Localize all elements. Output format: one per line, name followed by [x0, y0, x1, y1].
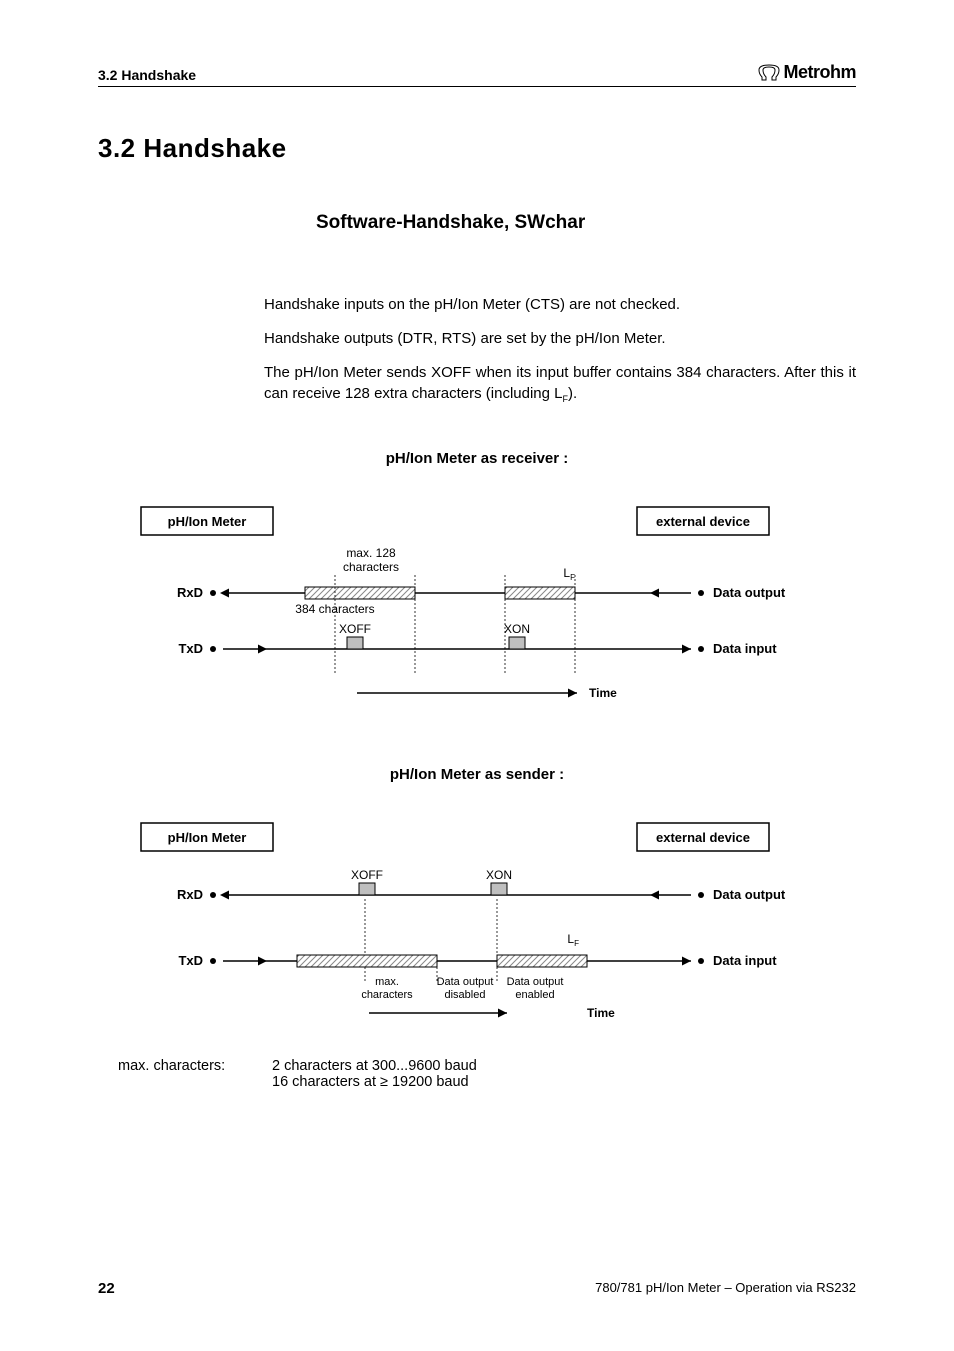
d2-dis1: Data output	[437, 976, 494, 988]
footnote: max. characters: 2 characters at 300...9…	[118, 1058, 856, 1090]
paragraph-2: Handshake outputs (DTR, RTS) are set by …	[264, 328, 856, 350]
d2-rxd: RxD	[177, 887, 203, 902]
brand-logo: Metrohm	[758, 62, 857, 83]
footnote-line1: 2 characters at 300...9600 baud	[272, 1058, 477, 1074]
d1-max128: max. 128	[346, 546, 396, 560]
d1-txd: TxD	[178, 641, 203, 656]
d2-max: max.	[375, 976, 399, 988]
d2-leftbox: pH/Ion Meter	[168, 830, 247, 845]
d2-txd: TxD	[178, 953, 203, 968]
d1-dataout: Data output	[713, 585, 786, 600]
subsection-title: Software-Handshake, SWchar	[316, 212, 856, 234]
d2-en2: enabled	[515, 989, 554, 1001]
paragraph-3: The pH/Ion Meter sends XOFF when its inp…	[264, 362, 856, 407]
header-section-ref: 3.2 Handshake	[98, 67, 196, 83]
section-title: 3.2 Handshake	[98, 133, 856, 164]
d1-lf: LF	[563, 566, 575, 582]
page-number: 22	[98, 1280, 115, 1297]
diagram2-title: pH/Ion Meter as sender :	[98, 766, 856, 783]
d1-rxd: RxD	[177, 585, 203, 600]
d1-leftbox: pH/Ion Meter	[168, 514, 247, 529]
page-footer: 22 780/781 pH/Ion Meter ­– Operation via…	[98, 1280, 856, 1297]
d2-xoff: XOFF	[351, 868, 383, 882]
d1-time: Time	[589, 686, 617, 700]
d2-rightbox: external device	[656, 830, 750, 845]
p3-lead: The pH/Ion Meter sends XOFF when its inp…	[264, 364, 856, 403]
p3-tail: ).	[568, 385, 577, 402]
doc-title: 780/781 pH/Ion Meter ­– Operation via RS…	[595, 1280, 856, 1297]
d2-datain: Data input	[713, 953, 777, 968]
d1-xon: XON	[504, 622, 530, 636]
d1-rightbox: external device	[656, 514, 750, 529]
diagram1: pH/Ion Meter external device RxD Data ou…	[117, 497, 837, 722]
d2-en1: Data output	[507, 976, 564, 988]
brand-text: Metrohm	[784, 62, 857, 83]
d2-lf: LF	[567, 932, 579, 948]
page-header: 3.2 Handshake Metrohm	[98, 62, 856, 87]
d1-chars1: characters	[343, 560, 399, 574]
d1-datain: Data input	[713, 641, 777, 656]
omega-icon	[758, 64, 780, 82]
d2-time: Time	[587, 1006, 615, 1020]
d2-xon: XON	[486, 868, 512, 882]
footnote-line2: 16 characters at ≥ 19200 baud	[272, 1074, 477, 1090]
diagram1-title: pH/Ion Meter as receiver :	[98, 450, 856, 467]
footnote-label: max. characters:	[118, 1058, 248, 1090]
d1-xoff: XOFF	[339, 622, 371, 636]
d2-dataout: Data output	[713, 887, 786, 902]
paragraph-1: Handshake inputs on the pH/Ion Meter (CT…	[264, 294, 856, 316]
d2-chars: characters	[361, 989, 413, 1001]
d2-dis2: disabled	[445, 989, 486, 1001]
diagram2: pH/Ion Meter external device RxD Data ou…	[117, 813, 837, 1048]
footnote-lines: 2 characters at 300...9600 baud 16 chara…	[272, 1058, 477, 1090]
